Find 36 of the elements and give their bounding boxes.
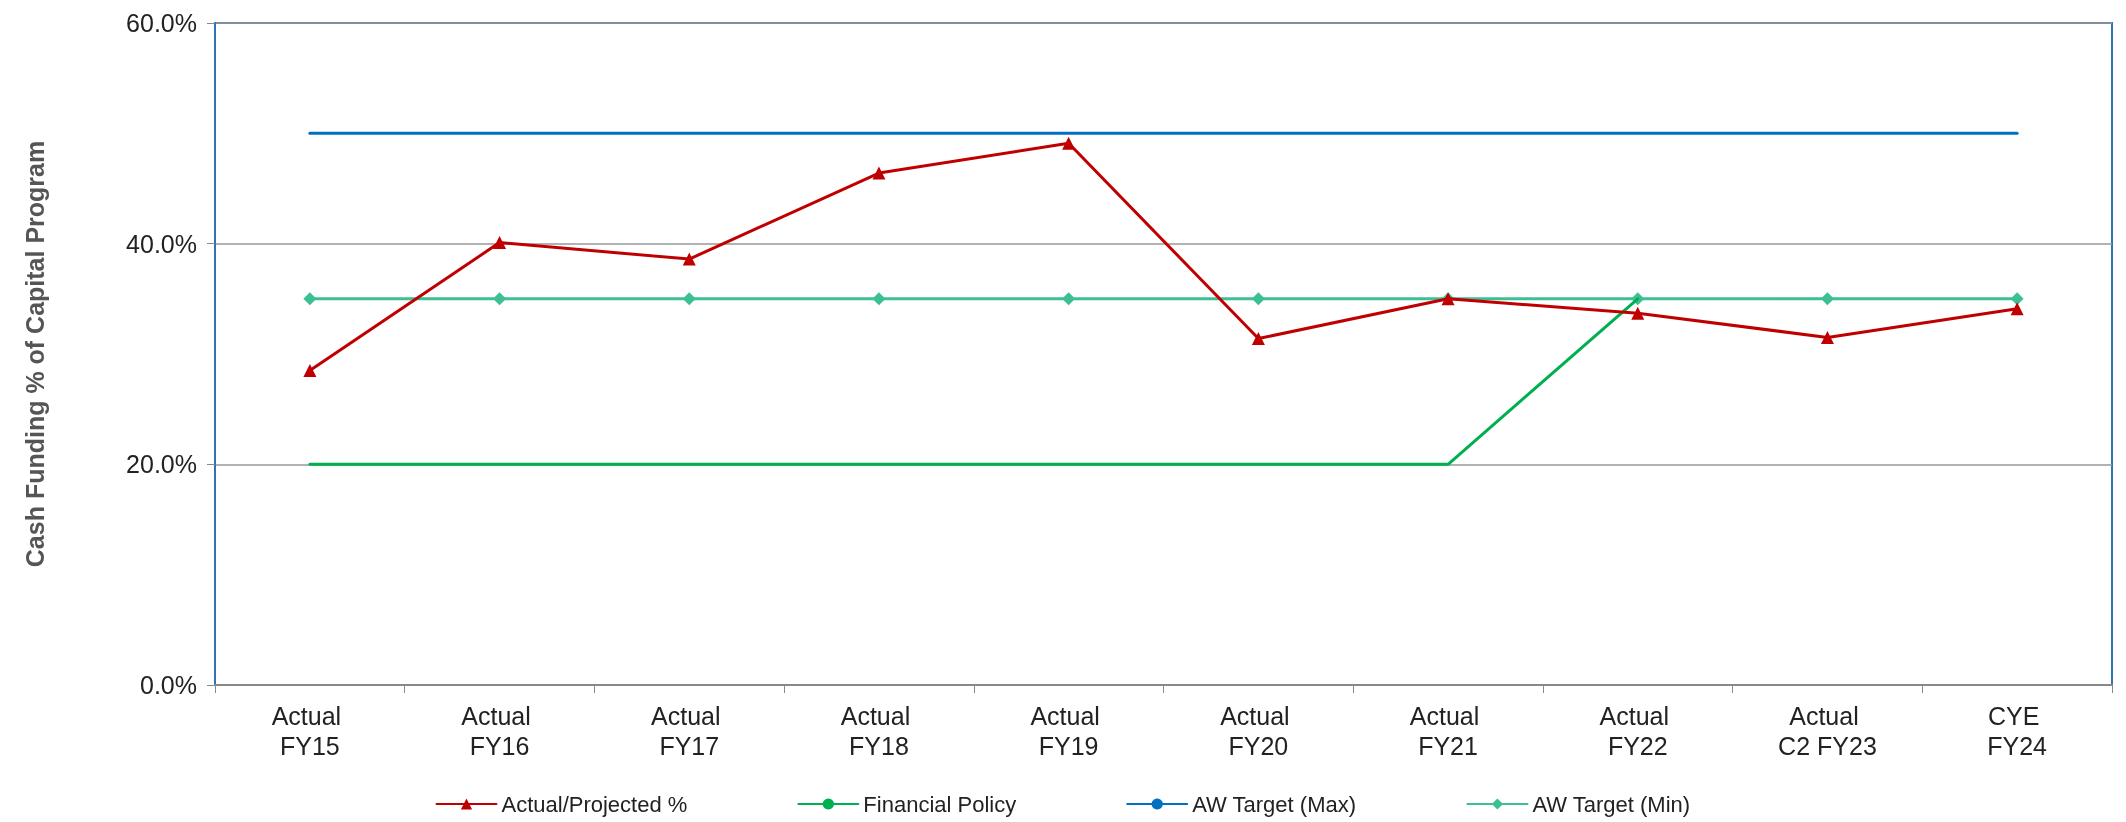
x-tick-label: Actual FY20 [1220, 702, 1297, 760]
y-tick-label: 0.0% [140, 671, 197, 699]
legend-label: Actual/Projected % [501, 791, 688, 817]
x-tick-label: Actual FY19 [1030, 702, 1107, 760]
legend-label: AW Target (Max) [1192, 791, 1357, 817]
point [1251, 332, 1265, 346]
point [1631, 306, 1645, 320]
x-tick-label: Actual FY17 [651, 702, 728, 760]
x-tick-label: Actual FY15 [271, 702, 349, 760]
x-tick-label: CYE FY24 [1987, 702, 2048, 760]
point [872, 166, 886, 180]
legend-label: Financial Policy [863, 791, 1017, 817]
y-tick-label: 40.0% [126, 229, 197, 258]
y-tick-label: 20.0% [126, 450, 197, 479]
point [303, 364, 317, 378]
point [1251, 292, 1265, 306]
point [1820, 330, 1834, 344]
point [1062, 292, 1076, 306]
x-tick-label: Actual FY22 [1599, 702, 1676, 760]
point [493, 236, 507, 250]
x-tick-label: Actual FY16 [461, 702, 538, 760]
point [1062, 136, 1076, 150]
x-tick-label: Actual C2 FY23 [1778, 702, 1877, 760]
point [493, 292, 507, 306]
legend-label: AW Target (Min) [1532, 791, 1691, 817]
x-tick-label: Actual FY18 [840, 702, 918, 760]
point [872, 292, 886, 306]
y-tick-label: 60.0% [126, 9, 197, 37]
point [682, 252, 696, 266]
point [682, 292, 696, 306]
point [303, 292, 317, 306]
point [1820, 292, 1834, 306]
y-axis-title: Cash Funding % of Capital Program [20, 140, 49, 568]
point [2010, 292, 2024, 306]
x-tick-label: Actual FY21 [1409, 702, 1487, 760]
point [2010, 302, 2024, 316]
